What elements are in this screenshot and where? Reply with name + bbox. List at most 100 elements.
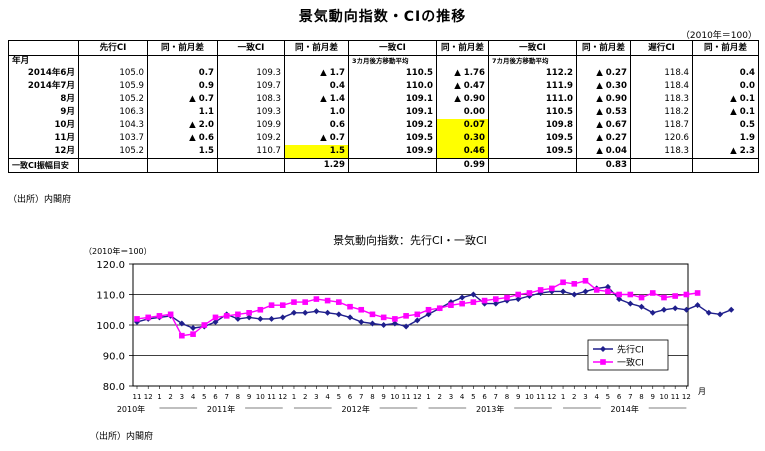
x-tick-label: 2 [437, 393, 441, 401]
x-tick-label: 3 [583, 393, 587, 401]
data-point [537, 287, 544, 293]
data-point [313, 308, 320, 315]
data-point [190, 331, 196, 337]
data-point [290, 309, 297, 316]
data-point [369, 311, 376, 318]
data-point [470, 299, 477, 305]
data-point [638, 303, 645, 310]
x-tick-label: 11 [133, 393, 142, 401]
x-tick-label: 11 [402, 393, 411, 401]
table-row: 8月 105.2 ▲ 0.7 108.3 ▲ 1.4 109.1 ▲ 0.90 111.0 ▲ … [8, 93, 759, 106]
table-footer-row: 一致CI振幅目安 1.29 0.99 0.83 [8, 158, 759, 173]
data-point [605, 288, 611, 295]
chart-unit-note: （2010年＝100） [84, 246, 152, 256]
x-tick-label: 12 [413, 393, 422, 401]
source-note-bottom: （出所）内閣府 [90, 432, 154, 442]
x-tick-label: 7 [628, 393, 632, 401]
header-cell: 同・前月差 [692, 40, 759, 56]
x-tick-label: 8 [639, 393, 643, 401]
data-point [582, 288, 589, 295]
x-tick-label: 8 [236, 393, 240, 401]
data-point [156, 313, 163, 319]
data-point [694, 302, 701, 309]
x-tick-label: 1 [426, 393, 430, 401]
legend-box [587, 339, 669, 371]
data-point [593, 287, 600, 293]
x-axis-label: 月 [698, 387, 706, 396]
data-point [257, 306, 264, 313]
data-point [649, 309, 656, 316]
data-point [369, 320, 376, 327]
data-point [403, 313, 409, 319]
data-point [257, 315, 264, 322]
table-cell: 1.5 [284, 145, 349, 159]
x-tick-label: 11 [671, 393, 680, 401]
x-tick-label: 9 [381, 393, 385, 401]
data-point [324, 309, 331, 316]
data-point [672, 305, 679, 312]
data-point [515, 296, 522, 303]
data-point [717, 311, 724, 318]
table-cell: 0.0 [692, 80, 759, 93]
data-point [201, 322, 208, 328]
x-tick-label: 3 [314, 393, 318, 401]
table-cell: 0.4 [692, 67, 759, 80]
y-tick-label: 80.0 [103, 382, 125, 393]
table-cell: 0.5 [692, 119, 759, 132]
x-tick-label: 7 [359, 393, 363, 401]
data-point [414, 311, 421, 318]
data-point [391, 320, 398, 327]
x-tick-label: 5 [471, 393, 475, 401]
x-tick-label: 2 [572, 393, 576, 401]
year-label: 2010年 [117, 404, 145, 414]
data-point [627, 300, 634, 307]
y-tick-label: 120.0 [96, 260, 125, 271]
data-point [179, 332, 185, 339]
data-point [302, 299, 308, 305]
legend-label: 先行CI [617, 344, 644, 356]
year-label: 2011年 [207, 404, 235, 414]
x-tick-label: 12 [144, 393, 153, 401]
table-cell: ▲ 0.1 [692, 106, 759, 119]
data-point [436, 305, 443, 312]
data-point [380, 314, 387, 321]
table-cell: 0.30 [436, 132, 489, 145]
x-tick-label: 1 [561, 393, 565, 401]
table-subheader-row: 年月 3カ月後方移動平均 7カ月後方移動平均 [8, 55, 759, 67]
data-point [403, 323, 410, 330]
data-point [459, 300, 465, 307]
data-point [414, 317, 421, 324]
x-tick-label: 6 [617, 393, 622, 401]
x-tick-label: 12 [547, 393, 556, 401]
data-point [425, 306, 432, 313]
data-point [661, 294, 667, 301]
data-point [234, 315, 241, 322]
x-tick-label: 10 [660, 393, 669, 401]
data-point [336, 299, 342, 305]
x-tick-label: 12 [682, 393, 691, 401]
x-tick-label: 4 [191, 393, 196, 401]
base-year-note: （2010年＝100） [680, 31, 757, 41]
x-tick-label: 4 [594, 393, 599, 401]
data-point [448, 302, 454, 308]
x-tick-label: 6 [482, 393, 487, 401]
table-cell: ▲ 2.3 [692, 145, 759, 159]
x-tick-label: 5 [606, 393, 610, 401]
data-point [347, 303, 353, 310]
x-tick-label: 9 [651, 393, 655, 401]
year-label: 2013年 [476, 404, 504, 414]
x-tick-label: 12 [278, 393, 287, 401]
data-point [492, 296, 499, 302]
y-tick-label: 90.0 [103, 352, 125, 363]
data-point [358, 306, 365, 313]
data-point [291, 299, 297, 305]
table-cell: ▲ 0.1 [692, 93, 759, 106]
data-point [627, 291, 634, 298]
data-point [504, 294, 510, 301]
table-row: 10月 104.3 ▲ 2.0 109.9 0.6 109.2 0.07 109.8 ▲ 0.6… [8, 119, 759, 132]
data-point [515, 291, 522, 298]
data-point [649, 290, 656, 296]
x-tick-label: 9 [516, 393, 520, 401]
data-point [526, 290, 533, 296]
